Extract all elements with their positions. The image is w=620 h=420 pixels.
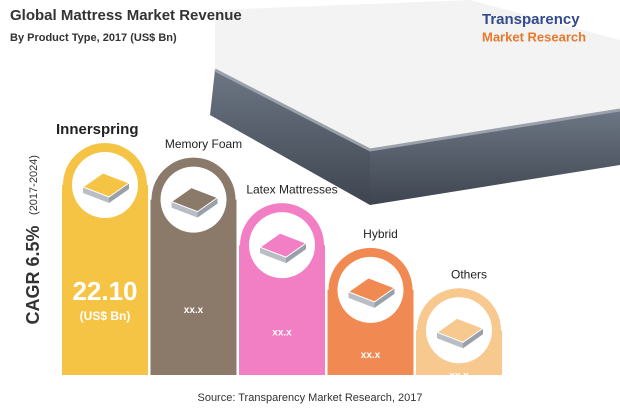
category-label: Innerspring bbox=[56, 121, 139, 138]
cagr-period: (2017-2024) bbox=[28, 155, 40, 215]
icon-mattress-side bbox=[286, 243, 306, 264]
logo-subname: Market Research bbox=[482, 29, 586, 44]
icon-mattress-side bbox=[260, 247, 286, 264]
category-label: Others bbox=[451, 267, 487, 281]
logo-name: Transparency bbox=[482, 11, 580, 28]
icon-mattress-side bbox=[437, 332, 463, 349]
icon-mattress-top bbox=[435, 317, 485, 343]
source: Source: Transparency Market Research, 20… bbox=[197, 392, 422, 404]
chart-title: Global Mattress Market Revenue bbox=[10, 7, 242, 24]
icon-mattress-side bbox=[197, 197, 218, 218]
icon-mattress-top bbox=[81, 172, 131, 198]
icon-mattress-side bbox=[348, 291, 375, 308]
unit-label: (US$ Bn) bbox=[80, 309, 131, 323]
mattress-image bbox=[210, 0, 620, 205]
icon-mattress-top bbox=[258, 232, 308, 258]
icon-mattress-side bbox=[83, 187, 109, 203]
icon-mattress-side bbox=[463, 328, 483, 349]
icon-mattress-top bbox=[170, 187, 219, 213]
cagr: CAGR 6.5% (2017-2024) bbox=[23, 155, 43, 324]
value-label: 22.10 bbox=[72, 276, 137, 306]
cagr-value: CAGR 6.5% bbox=[23, 225, 43, 324]
chart-subtitle: By Product Type, 2017 (US$ Bn) bbox=[10, 32, 177, 44]
category-label: Hybrid bbox=[363, 227, 398, 241]
icon-mattress-side bbox=[171, 201, 198, 218]
value-label: xx.x bbox=[184, 305, 204, 316]
icon-mattress-top bbox=[347, 277, 396, 303]
value-label: xx.x bbox=[272, 328, 292, 339]
value-label: xx.x bbox=[361, 350, 381, 361]
icon-mattress-side bbox=[109, 183, 129, 203]
value-label: xx.x bbox=[449, 370, 469, 381]
icon-mattress-side bbox=[374, 287, 395, 308]
category-label: Memory Foam bbox=[165, 137, 242, 151]
category-label: Latex Mattresses bbox=[246, 182, 337, 196]
